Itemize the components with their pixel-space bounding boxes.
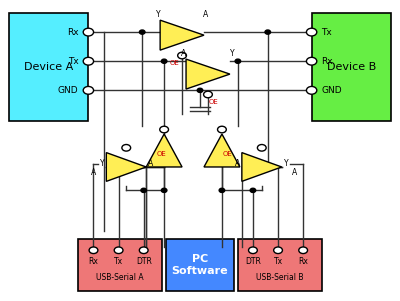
Circle shape — [235, 59, 241, 63]
Circle shape — [161, 188, 167, 192]
Polygon shape — [242, 153, 282, 182]
Text: USB-Serial A: USB-Serial A — [96, 273, 144, 282]
Text: A: A — [235, 160, 240, 169]
Circle shape — [299, 247, 308, 253]
Text: Tx: Tx — [68, 57, 78, 66]
Text: Rx: Rx — [322, 57, 333, 66]
Circle shape — [140, 30, 145, 34]
Bar — [78, 239, 162, 291]
Text: OE: OE — [169, 60, 179, 66]
Circle shape — [83, 86, 94, 94]
Circle shape — [274, 247, 282, 253]
Text: Y: Y — [100, 160, 104, 169]
Circle shape — [114, 247, 123, 253]
Text: Rx: Rx — [88, 257, 98, 266]
Circle shape — [218, 126, 226, 133]
Circle shape — [122, 144, 131, 151]
Text: PC
Software: PC Software — [172, 254, 228, 276]
Text: A: A — [182, 49, 187, 58]
Text: Tx: Tx — [114, 257, 123, 266]
Circle shape — [265, 30, 270, 34]
Polygon shape — [204, 134, 240, 167]
Text: OE: OE — [222, 151, 232, 157]
Text: DTR: DTR — [245, 257, 261, 266]
Text: Device A: Device A — [24, 62, 73, 72]
Circle shape — [204, 91, 212, 98]
Circle shape — [306, 57, 317, 65]
Text: A: A — [292, 169, 297, 178]
Bar — [9, 13, 88, 120]
Circle shape — [139, 247, 148, 253]
Text: Rx: Rx — [298, 257, 308, 266]
Polygon shape — [146, 134, 182, 167]
Text: Y: Y — [156, 10, 160, 19]
Circle shape — [219, 188, 225, 192]
Polygon shape — [186, 59, 230, 89]
Text: Y: Y — [230, 49, 234, 58]
Text: Rx: Rx — [67, 28, 78, 37]
Circle shape — [160, 126, 168, 133]
Text: OE: OE — [209, 99, 219, 105]
Text: USB-Serial B: USB-Serial B — [256, 273, 304, 282]
Text: GND: GND — [322, 86, 342, 95]
Circle shape — [248, 247, 257, 253]
Text: A: A — [148, 160, 154, 169]
Circle shape — [89, 247, 98, 253]
Circle shape — [83, 57, 94, 65]
Polygon shape — [106, 153, 146, 182]
Text: A: A — [203, 10, 209, 19]
Circle shape — [141, 188, 146, 192]
Bar — [238, 239, 322, 291]
Text: Device B: Device B — [327, 62, 376, 72]
Circle shape — [83, 28, 94, 36]
Text: A: A — [91, 169, 96, 178]
Text: OE: OE — [156, 151, 166, 157]
Text: DTR: DTR — [136, 257, 152, 266]
Circle shape — [161, 59, 167, 63]
Circle shape — [250, 188, 256, 192]
Circle shape — [306, 28, 317, 36]
Circle shape — [258, 144, 266, 151]
Circle shape — [197, 88, 203, 92]
Bar — [166, 239, 234, 291]
Text: GND: GND — [58, 86, 78, 95]
Text: Y: Y — [284, 160, 288, 169]
Circle shape — [306, 86, 317, 94]
Text: Tx: Tx — [322, 28, 332, 37]
Circle shape — [178, 52, 186, 59]
Bar — [312, 13, 391, 120]
Text: Tx: Tx — [274, 257, 283, 266]
Polygon shape — [160, 20, 204, 50]
